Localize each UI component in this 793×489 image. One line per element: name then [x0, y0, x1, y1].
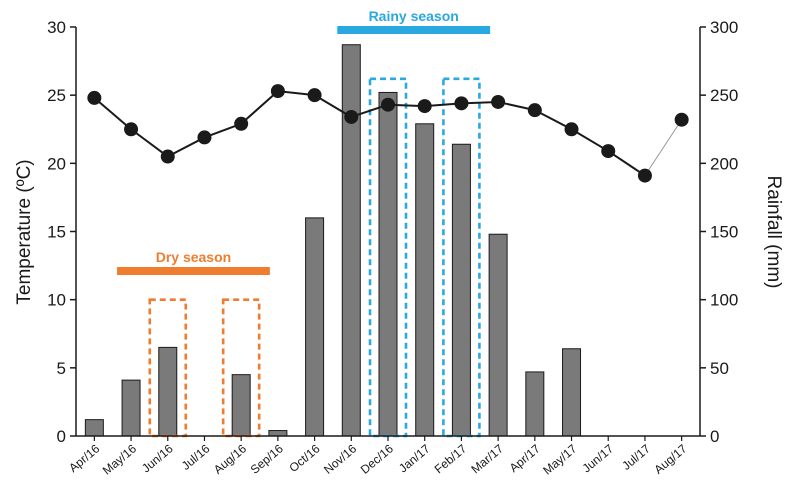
y-right-label: Rainfall (mm) — [763, 176, 784, 289]
rainfall-bar — [451, 143, 471, 437]
y-right-tick-label: 100 — [710, 291, 738, 310]
rainfall-bar — [121, 379, 141, 437]
y-right-tick-label: 300 — [710, 18, 738, 37]
x-tick-label: Jun/16 — [139, 441, 176, 475]
temperature-line — [87, 84, 689, 183]
temperature-point — [637, 168, 652, 183]
temperature-point — [270, 84, 285, 99]
temperature-line-segment — [314, 94, 352, 118]
x-tick-label: Sep/16 — [248, 441, 286, 476]
temperature-point — [344, 109, 359, 124]
season-label: Dry season — [156, 249, 231, 265]
x-tick-label: Apr/16 — [66, 441, 102, 475]
x-tick-label: May/17 — [540, 441, 579, 477]
temperature-point — [417, 99, 432, 114]
y-left-tick-label: 5 — [57, 359, 66, 378]
y-left-label: Temperature (ºC) — [14, 159, 35, 304]
season-label: Rainy season — [369, 8, 459, 24]
temperature-line-segment — [571, 128, 609, 152]
temperature-line-segment — [607, 150, 646, 177]
x-tick-label: Nov/16 — [321, 441, 359, 476]
y-right-tick-label: 0 — [710, 427, 719, 446]
y-left-tick-label: 0 — [57, 427, 66, 446]
x-tick-label: Apr/17 — [507, 441, 543, 475]
x-tick-label: Aug/17 — [651, 441, 689, 476]
rainfall-bar — [268, 430, 288, 437]
x-tick-label: Aug/16 — [211, 441, 249, 476]
temperature-point — [601, 144, 616, 159]
x-tick-label: May/16 — [100, 441, 139, 477]
y-right-tick-label: 200 — [710, 154, 738, 173]
season-band — [337, 26, 491, 34]
temperature-line-segment — [240, 90, 279, 125]
temperature-point — [527, 103, 542, 118]
x-tick-label: Oct/16 — [286, 441, 322, 475]
rainfall-bars — [84, 44, 582, 437]
rainfall-bar — [488, 233, 508, 437]
rainfall-bar — [158, 346, 178, 437]
y-right-tick-label: 150 — [710, 223, 738, 242]
temperature-point — [564, 122, 579, 137]
y-right-tick-label: 50 — [710, 359, 729, 378]
temperature-point — [234, 116, 249, 131]
season-bands: Rainy season Dry season — [117, 8, 491, 275]
y-left-tick-label: 30 — [47, 18, 66, 37]
temperature-point — [454, 96, 469, 111]
season-band — [117, 267, 270, 275]
temperature-point — [381, 97, 395, 112]
temperature-point — [491, 94, 506, 109]
temperature-line-segment — [130, 128, 169, 158]
rainfall-bar — [84, 419, 104, 437]
rainfall-bar — [562, 348, 582, 437]
temperature-point — [124, 122, 139, 137]
temperature-point — [674, 112, 689, 127]
y-left-tick-label: 20 — [47, 154, 66, 173]
x-tick-label: Dec/16 — [358, 441, 396, 476]
x-tick-label: Jul/17 — [619, 441, 653, 473]
rainfall-bar — [341, 44, 361, 437]
x-tick-label: Feb/17 — [432, 441, 470, 476]
rainfall-bar — [378, 91, 398, 437]
y-right-tick-label: 250 — [710, 86, 738, 105]
x-tick-label: Jan/17 — [396, 441, 433, 475]
temperature-line-segment — [644, 119, 683, 176]
temperature-point — [160, 149, 175, 164]
y-left-tick-label: 25 — [47, 86, 66, 105]
rainfall-bar — [525, 371, 545, 437]
rainfall-bar — [415, 123, 435, 437]
temperature-point — [307, 88, 322, 103]
temperature-point — [197, 130, 212, 145]
temperature-point — [87, 90, 102, 105]
x-tick-label: Mar/17 — [468, 441, 506, 476]
temperature-line-segment — [93, 97, 132, 131]
y-left-tick-label: 15 — [47, 223, 66, 242]
rainfall-bar — [305, 217, 325, 437]
x-tick-label: Jun/17 — [580, 441, 617, 475]
x-tick-label: Jul/16 — [179, 441, 213, 473]
y-left-tick-label: 10 — [47, 291, 66, 310]
rainfall-bar — [231, 374, 251, 437]
